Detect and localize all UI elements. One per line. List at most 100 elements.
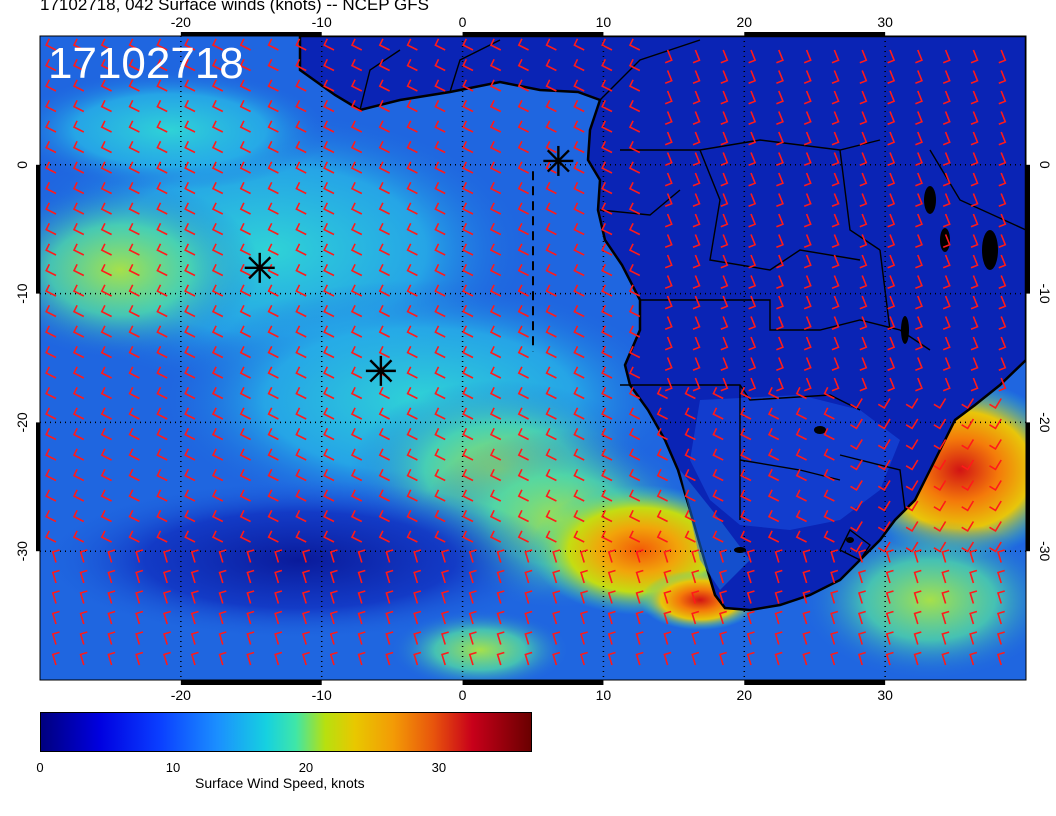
wind-barb — [998, 49, 1007, 64]
wind-barb — [406, 407, 418, 420]
wind-barb — [156, 120, 168, 133]
wind-barb — [100, 325, 112, 338]
wind-barb — [998, 234, 1007, 249]
wind-barb — [933, 439, 947, 450]
wind-barb — [915, 357, 923, 372]
wind-barb — [274, 569, 283, 584]
wind-barb — [239, 243, 251, 256]
wind-barb — [128, 489, 140, 502]
wind-barb — [552, 590, 561, 604]
wind-barb — [462, 530, 474, 543]
wind-barb — [877, 500, 891, 512]
wind-barb — [859, 316, 868, 331]
wind-barb — [887, 336, 896, 351]
wind-barb — [628, 489, 641, 502]
top-lon-tick: -20 — [171, 14, 191, 30]
wind-barb — [573, 345, 585, 359]
wind-barb — [552, 610, 561, 625]
wind-barb — [776, 90, 784, 105]
wind-barb — [489, 58, 502, 72]
wind-barb — [961, 418, 975, 430]
wind-barb — [941, 549, 950, 563]
wind-barb — [831, 172, 840, 187]
wind-barb — [267, 407, 279, 420]
wind-barb — [720, 254, 729, 269]
wind-barb — [720, 49, 729, 64]
wind-barb — [295, 263, 307, 277]
wind-barb — [184, 99, 196, 113]
wind-barb — [692, 357, 701, 372]
wind-barb — [524, 610, 533, 625]
wind-barb — [163, 651, 171, 666]
wind-barb — [663, 549, 672, 563]
wind-barb — [323, 161, 335, 174]
wind-barb — [323, 489, 335, 502]
wind-barb — [850, 459, 863, 471]
wind-barb — [45, 468, 57, 482]
wind-barb — [692, 152, 701, 167]
wind-barb — [915, 49, 923, 64]
wind-barb — [350, 38, 363, 51]
wind-barb — [156, 345, 168, 359]
wind-barb — [774, 610, 783, 625]
wind-barb — [211, 161, 224, 174]
wind-barb — [385, 569, 394, 584]
wind-barb — [720, 234, 729, 249]
wind-barb — [545, 386, 557, 400]
wind-barb — [877, 398, 891, 409]
wind-barb — [573, 161, 585, 174]
wind-barb — [942, 49, 951, 64]
wind-barb — [850, 541, 863, 553]
wind-barb — [691, 631, 700, 645]
wind-barb — [406, 181, 418, 195]
wind-barb — [128, 38, 140, 51]
wind-barb — [961, 459, 975, 471]
wind-barb — [692, 213, 701, 228]
wind-barb — [462, 366, 474, 379]
wind-barb — [489, 325, 502, 338]
wind-barb — [246, 651, 255, 666]
wind-barb — [831, 193, 840, 208]
wind-barb — [128, 202, 140, 215]
wind-barb — [413, 610, 422, 625]
wind-barb — [462, 427, 474, 441]
wind-barb — [100, 366, 112, 379]
wind-barb — [913, 651, 922, 666]
frame-bar — [180, 32, 322, 36]
wind-barb — [767, 489, 780, 502]
wind-barb — [942, 316, 951, 331]
wind-barb — [211, 468, 224, 482]
wind-barb — [378, 427, 390, 441]
wind-barb — [517, 222, 529, 236]
wind-barb — [601, 120, 613, 133]
wind-barb — [267, 284, 279, 297]
wind-barb — [350, 99, 363, 113]
wind-barb — [664, 90, 673, 105]
wind-barb — [601, 366, 613, 379]
wind-barb — [552, 651, 561, 666]
wind-barb — [184, 161, 196, 174]
wind-barb — [664, 316, 673, 331]
lakes — [734, 186, 998, 553]
wind-barb — [323, 345, 335, 359]
wind-barb — [462, 448, 474, 461]
wind-barb — [628, 263, 641, 277]
wind-barb — [72, 304, 85, 318]
wind-barb — [489, 202, 502, 215]
wind-barb — [858, 590, 866, 604]
wind-barb — [803, 152, 812, 167]
wind-barb — [970, 49, 979, 64]
wind-barb — [329, 590, 338, 604]
wind-speed-field — [40, 36, 1026, 680]
wind-barb — [211, 99, 224, 113]
wind-barb — [692, 316, 701, 331]
wind-barb — [378, 468, 390, 482]
wind-barb — [378, 530, 390, 543]
wind-barb — [997, 549, 1005, 563]
wind-barb — [128, 263, 140, 277]
wind-barb — [239, 140, 251, 154]
wind-barb — [128, 386, 140, 400]
wind-barb — [850, 500, 863, 512]
wind-barb — [887, 357, 896, 372]
wind-barb — [413, 569, 422, 584]
